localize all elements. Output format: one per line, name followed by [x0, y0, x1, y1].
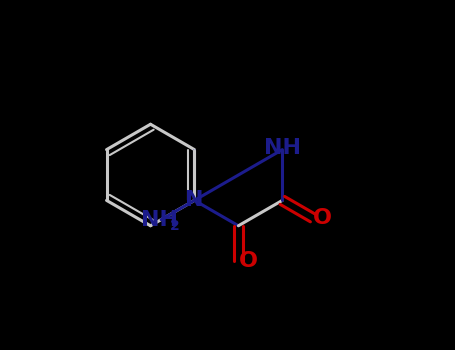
Text: O: O — [239, 251, 258, 271]
Text: O: O — [313, 208, 332, 228]
Text: NH: NH — [141, 210, 178, 230]
Text: 2: 2 — [170, 219, 179, 233]
Text: NH: NH — [264, 138, 301, 158]
Text: N: N — [185, 190, 204, 210]
